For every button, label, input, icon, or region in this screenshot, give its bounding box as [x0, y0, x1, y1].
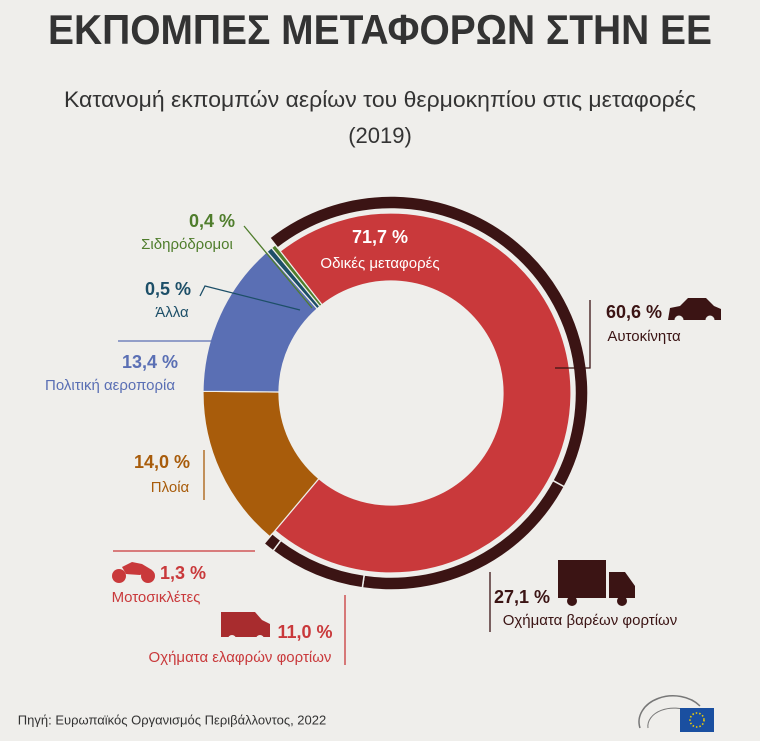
- truck-icon: [558, 560, 635, 606]
- chart-subtitle: (2019): [348, 123, 412, 148]
- category-label: Οχήματα βαρέων φορτίων: [503, 612, 678, 629]
- parliament-outline: [638, 695, 701, 729]
- leader-line: [199, 285, 301, 311]
- chart-subtitle: Κατανομή εκπομπών αερίων του θερμοκηπίου…: [64, 87, 696, 112]
- value-label: 1,3 %: [160, 563, 206, 583]
- leader-line: [555, 300, 591, 369]
- value-label: 13,4 %: [122, 352, 178, 372]
- eu-logo: [638, 695, 714, 732]
- value-label: 71,7 %: [352, 227, 408, 247]
- category-label: Μοτοσικλέτες: [112, 589, 201, 606]
- value-label: 0,5 %: [145, 279, 191, 299]
- car-icon: [668, 298, 721, 325]
- donut-segment: [274, 212, 572, 574]
- source: Πηγή: Ευρωπαϊκός Οργανισμός Περιβάλλοντο…: [18, 712, 326, 727]
- donut: [202, 195, 589, 591]
- value-label: 60,6 %: [606, 302, 662, 322]
- category-label: Οχήματα ελαφρών φορτίων: [149, 649, 332, 666]
- donut-segment: [270, 244, 323, 308]
- category-label: Σιδηρόδρομοι: [141, 236, 233, 253]
- category-label: Πολιτική αεροπορία: [45, 377, 175, 394]
- eu-stars: [689, 712, 705, 728]
- category-label: Οδικές μεταφορές: [320, 255, 439, 272]
- value-label: 14,0 %: [134, 452, 190, 472]
- chart-title: ΕΚΠΟΜΠΕΣ ΜΕΤΑΦΟΡΩΝ ΣΤΗΝ ΕΕ: [48, 6, 712, 53]
- category-label: Αυτοκίνητα: [607, 328, 681, 345]
- icons: [112, 298, 721, 643]
- leader-lines: [113, 225, 591, 665]
- category-label: Άλλα: [155, 304, 189, 321]
- value-label: 0,4 %: [189, 211, 235, 231]
- motorcycle-icon: [112, 562, 155, 583]
- category-label: Πλοία: [151, 479, 190, 496]
- eu-flag: [680, 708, 714, 732]
- value-label: 11,0 %: [277, 622, 332, 642]
- breakdown-segment: [262, 532, 282, 552]
- leader-line: [243, 225, 313, 309]
- van-icon: [221, 612, 270, 643]
- value-label: 27,1 %: [494, 587, 550, 607]
